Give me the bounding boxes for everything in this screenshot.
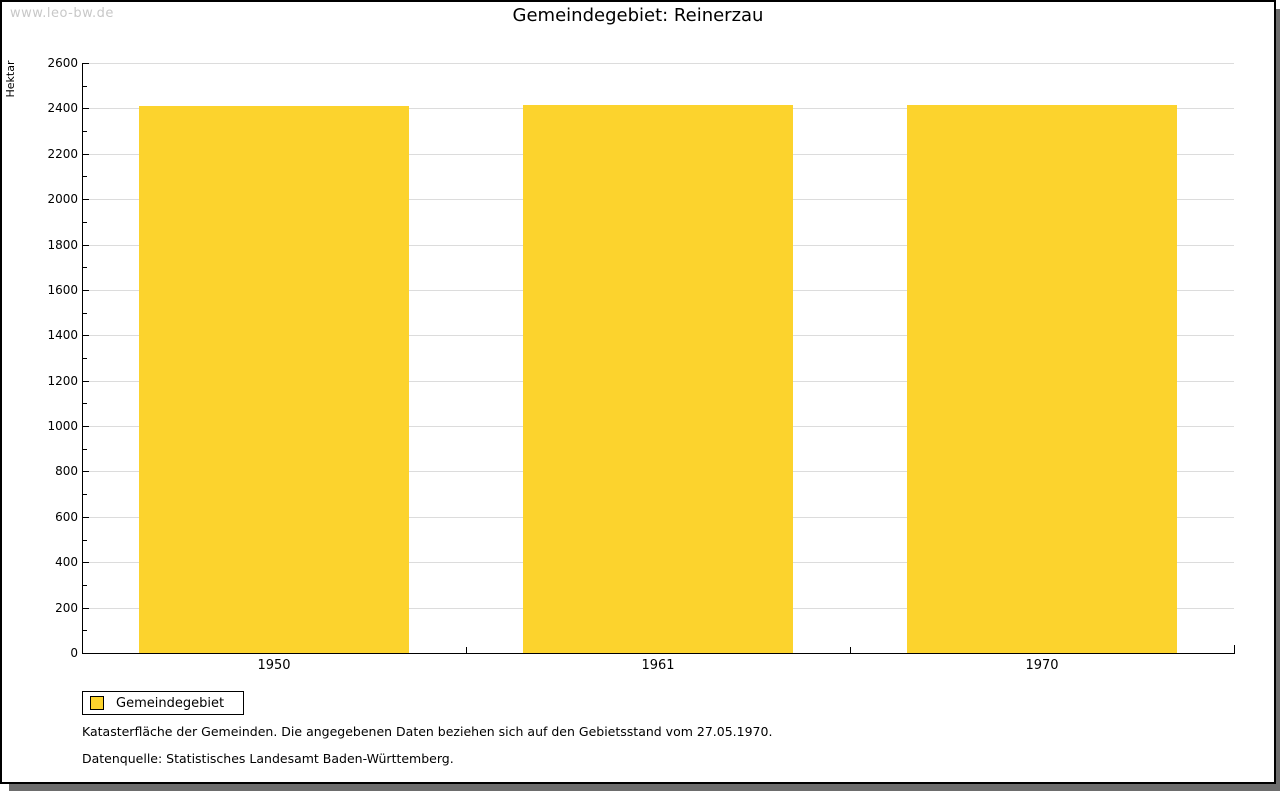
y-minor-tick [83,312,87,314]
y-minor-tick [83,494,87,496]
y-tick-label: 0 [70,646,78,660]
y-major-tick [83,244,89,246]
x-axis-end-tick [1234,645,1235,653]
y-minor-tick [83,176,87,178]
y-major-tick [83,335,89,337]
y-major-tick [83,426,89,428]
y-major-tick [83,607,89,609]
y-major-tick [83,199,89,201]
y-major-tick [83,380,89,382]
y-tick-label: 2200 [47,146,78,161]
y-major-tick [83,471,89,473]
y-tick-label: 2000 [47,192,78,207]
y-minor-tick [83,267,87,269]
y-tick-label: 600 [55,509,78,524]
y-tick-label: 1600 [47,282,78,297]
y-tick-label: 800 [55,464,78,479]
y-major-tick [83,153,89,155]
y-major-tick [83,108,89,110]
y-tick-label: 1400 [47,328,78,343]
bar-1950 [139,106,409,653]
x-tick-label-1950: 1950 [257,658,291,673]
bar-1970 [907,104,1177,653]
x-boundary-tick [466,647,467,653]
y-minor-tick [83,358,87,359]
x-boundary-tick [850,647,851,653]
y-tick-label: 1000 [47,419,78,434]
y-minor-tick [83,630,87,632]
y-gridline [83,63,1234,64]
y-minor-tick [83,221,87,223]
y-tick-label: 1800 [47,237,78,252]
y-minor-tick [83,584,87,586]
x-axis-line [82,653,1235,654]
x-tick-label-1970: 1970 [1025,658,1059,673]
footnote-data-source: Datenquelle: Statistisches Landesamt Bad… [82,751,454,766]
y-major-tick [83,289,89,291]
y-minor-tick [83,539,87,541]
y-major-tick [83,562,89,564]
x-tick-label-1961: 1961 [641,658,675,673]
y-tick-label: 2400 [47,101,78,116]
bar-1961 [523,104,793,653]
y-tick-label: 2600 [47,56,78,70]
y-minor-tick [83,448,87,450]
footnote-source-description: Katasterfläche der Gemeinden. Die angege… [82,724,773,739]
y-axis-label: Hektar [4,60,17,98]
y-axis-line [82,63,83,654]
y-tick-label: 200 [55,600,78,615]
y-minor-tick [83,131,87,133]
y-minor-tick [83,403,87,405]
watermark: www.leo-bw.de [10,6,114,21]
y-tick-label: 1200 [47,373,78,388]
y-tick-label: 400 [55,555,78,570]
legend-swatch [90,696,104,710]
y-major-tick [83,516,89,518]
y-minor-tick [83,85,87,87]
legend: Gemeindegebiet [82,691,245,715]
y-major-tick [83,63,89,64]
legend-label: Gemeindegebiet [116,695,225,711]
page-title: Gemeindegebiet: Reinerzau [512,5,764,26]
